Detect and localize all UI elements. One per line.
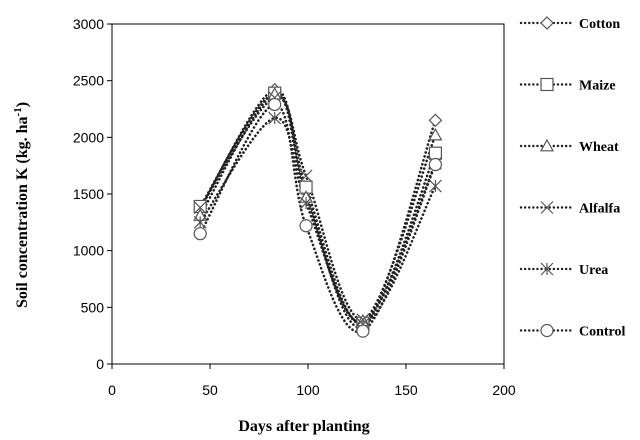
series-line-cotton bbox=[198, 88, 437, 329]
x-tick-label: 50 bbox=[202, 382, 218, 398]
legend-marker-urea bbox=[540, 262, 554, 276]
x-tick-label: 200 bbox=[492, 382, 516, 398]
y-axis-title-main: Soil concentration K (kg. ha bbox=[14, 116, 31, 308]
legend-marker-control bbox=[540, 323, 554, 338]
x-tick-label: 150 bbox=[394, 382, 418, 398]
series-line-urea bbox=[198, 116, 437, 326]
data-point-urea bbox=[268, 111, 282, 125]
series-line-maize bbox=[198, 91, 437, 325]
legend-marker-maize bbox=[540, 77, 554, 92]
x-axis-title: Days after planting bbox=[238, 418, 369, 435]
series-line-wheat bbox=[198, 92, 437, 323]
data-point-urea bbox=[299, 196, 313, 210]
y-axis-title: Soil concentration K (kg. ha-1) bbox=[12, 102, 31, 308]
data-point-urea bbox=[428, 179, 442, 193]
legend-marker-wheat bbox=[539, 138, 555, 152]
data-point-alfalfa bbox=[299, 169, 313, 183]
legend-label-control: Control bbox=[579, 325, 626, 340]
y-axis: 0 500 1000 1500 2000 2500 3000 bbox=[73, 16, 112, 372]
legend-marker-alfalfa bbox=[540, 201, 554, 214]
legend-label-cotton: Cotton bbox=[579, 17, 620, 32]
y-tick-label: 2000 bbox=[73, 129, 104, 145]
data-point-control bbox=[299, 219, 313, 233]
y-tick-label: 3000 bbox=[73, 16, 104, 32]
data-point-control bbox=[268, 97, 282, 112]
legend: Cotton Maize Wheat Alfalfa Urea Control bbox=[519, 16, 626, 340]
data-point-alfalfa bbox=[193, 201, 207, 215]
data-point-urea bbox=[193, 215, 207, 229]
series-line-alfalfa bbox=[198, 96, 437, 322]
series-markers bbox=[193, 82, 443, 338]
series-lines bbox=[198, 88, 437, 334]
data-point-cotton bbox=[428, 113, 443, 128]
x-tick-label: 100 bbox=[296, 382, 320, 398]
data-point-maize bbox=[428, 146, 442, 160]
y-tick-label: 0 bbox=[96, 356, 104, 372]
legend-marker-cotton bbox=[540, 16, 554, 30]
x-axis: 0 50 100 150 200 bbox=[108, 364, 516, 398]
data-point-control bbox=[193, 227, 207, 241]
y-tick-label: 1000 bbox=[73, 243, 104, 259]
y-axis-title-sup: -1 bbox=[12, 107, 24, 116]
y-tick-label: 1500 bbox=[73, 186, 104, 202]
y-axis-title-close: ) bbox=[14, 102, 31, 107]
legend-label-urea: Urea bbox=[579, 263, 608, 278]
x-tick-label: 0 bbox=[108, 382, 116, 398]
series-line-control bbox=[198, 103, 437, 334]
legend-label-maize: Maize bbox=[579, 79, 616, 94]
data-point-wheat bbox=[428, 127, 443, 141]
data-point-control bbox=[428, 157, 442, 172]
data-point-control bbox=[356, 324, 370, 338]
y-tick-label: 2500 bbox=[73, 73, 104, 89]
legend-label-alfalfa: Alfalfa bbox=[579, 202, 620, 217]
y-tick-label: 500 bbox=[81, 299, 105, 315]
legend-label-wheat: Wheat bbox=[579, 140, 619, 155]
